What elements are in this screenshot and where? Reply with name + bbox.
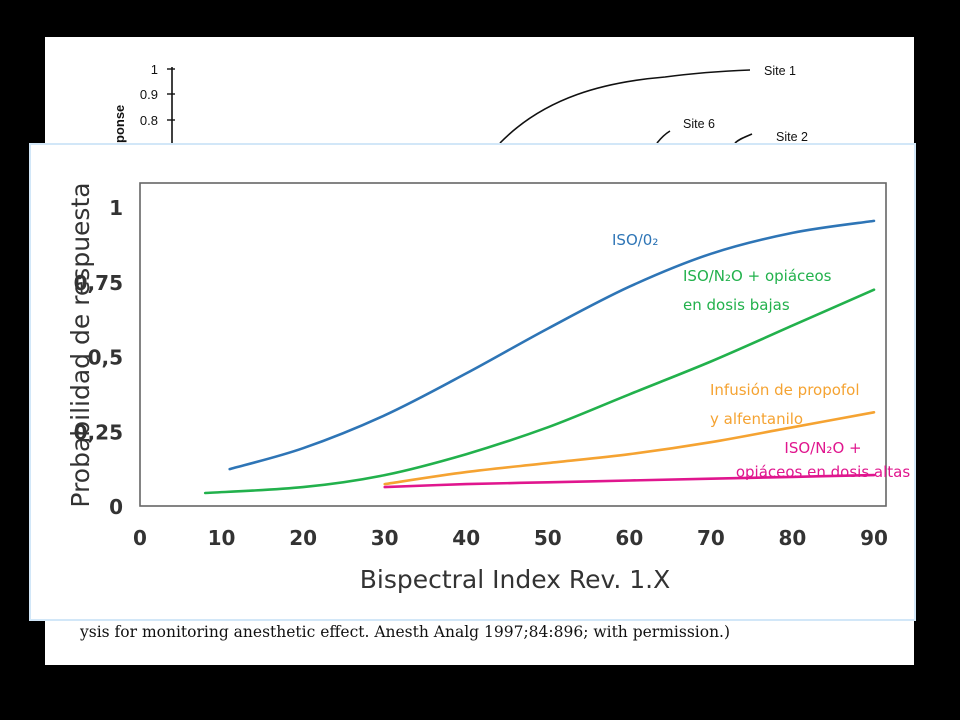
y-tick-labels: 0 0,25 0,5 0,75 1 bbox=[74, 196, 123, 519]
background-site-label: Site 2 bbox=[776, 130, 808, 144]
series-line bbox=[383, 473, 876, 489]
x-tick-label: 50 bbox=[534, 526, 562, 550]
series-label: ISO/N₂O + bbox=[784, 439, 861, 457]
x-tick-label: 60 bbox=[615, 526, 643, 550]
x-tick-label: 0 bbox=[133, 526, 147, 550]
background-ylabel-fragment: ponse bbox=[112, 105, 127, 143]
background-site-curve bbox=[734, 133, 753, 144]
background-site-curve bbox=[656, 130, 671, 144]
series-line bbox=[228, 219, 876, 471]
series-label: Infusión de propofol bbox=[710, 381, 860, 399]
series-label: opiáceos en dosis altas bbox=[736, 463, 910, 481]
bis-probability-chart: 0 0,25 0,5 0,75 1 0 10 20 30 40 50 60 70 80 90 ISO/0₂… bbox=[29, 143, 916, 621]
series-lines bbox=[203, 219, 876, 495]
x-axis-label: Bispectral Index Rev. 1.X bbox=[360, 565, 671, 594]
background-ytick-label: 0.9 bbox=[140, 87, 158, 102]
x-tick-label: 70 bbox=[697, 526, 725, 550]
series-label: y alfentanilo bbox=[710, 410, 803, 428]
chart-panel: 0 0,25 0,5 0,75 1 0 10 20 30 40 50 60 70 80 90 ISO/0₂… bbox=[29, 143, 916, 621]
x-tick-label: 80 bbox=[779, 526, 807, 550]
background-caption: ysis for monitoring anesthetic effect. A… bbox=[80, 623, 731, 641]
x-tick-label: 90 bbox=[860, 526, 888, 550]
series-label: ISO/N₂O + opiáceos bbox=[683, 267, 832, 285]
y-tick-label: 1 bbox=[109, 196, 123, 220]
y-tick-label: 0 bbox=[109, 495, 123, 519]
background-site-chart: 1 0.9 0.8 ponse Site 1 Site 6 Site 2 bbox=[112, 62, 808, 144]
y-tick-label: 0,25 bbox=[74, 420, 123, 444]
background-site-label: Site 6 bbox=[683, 117, 715, 131]
series-line bbox=[203, 288, 876, 495]
x-tick-label: 40 bbox=[452, 526, 480, 550]
y-axis-label: Probabilidad de respuesta bbox=[66, 182, 95, 507]
background-ytick-label: 0.8 bbox=[140, 113, 158, 128]
chart-background bbox=[29, 143, 916, 621]
y-tick-label: 0,75 bbox=[74, 271, 123, 295]
x-tick-label: 10 bbox=[208, 526, 236, 550]
plot-frame bbox=[139, 182, 887, 507]
series-labels: ISO/0₂ ISO/N₂O + opiáceos en dosis bajas In… bbox=[612, 231, 910, 481]
x-tick-label: 20 bbox=[289, 526, 317, 550]
series-label: ISO/0₂ bbox=[612, 231, 658, 249]
series-label: en dosis bajas bbox=[683, 296, 790, 314]
background-site-curve bbox=[499, 69, 751, 144]
x-tick-labels: 0 10 20 30 40 50 60 70 80 90 bbox=[133, 526, 888, 550]
y-tick-label: 0,5 bbox=[88, 346, 123, 370]
x-tick-label: 30 bbox=[371, 526, 399, 550]
series-line bbox=[383, 411, 876, 486]
background-ytick-label: 1 bbox=[151, 62, 158, 77]
background-site-label: Site 1 bbox=[764, 64, 796, 78]
